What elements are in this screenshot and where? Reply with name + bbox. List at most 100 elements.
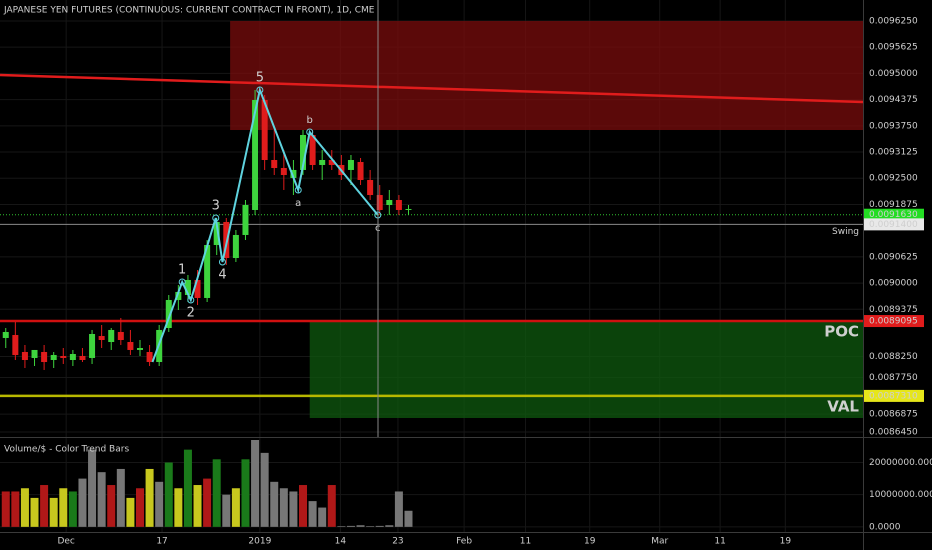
candle-body	[242, 204, 249, 235]
level-label: Swing	[832, 227, 859, 237]
wave-line	[151, 86, 379, 363]
wave-point	[178, 278, 186, 286]
candle-body	[79, 355, 86, 361]
wave-point	[294, 186, 302, 194]
volume-bar	[279, 488, 288, 527]
candle-body	[309, 135, 316, 165]
y-tick-label: 0.0088250	[869, 352, 918, 362]
candle-body	[175, 291, 182, 300]
y-tick-label: 0.0090000	[869, 279, 918, 289]
volume-bar	[68, 491, 77, 527]
x-tick-label: Mar	[651, 537, 668, 547]
price-label-box	[864, 315, 924, 328]
candle-body	[290, 169, 297, 178]
volume-bar	[30, 497, 39, 527]
candle-body	[31, 349, 38, 358]
candle-body	[376, 195, 383, 210]
background-layer	[0, 0, 864, 532]
y-tick-label: 0.0093125	[869, 148, 918, 158]
y-tick-label: 0.0095000	[869, 69, 918, 79]
volume-bar	[116, 468, 125, 527]
volume-bar	[135, 488, 144, 527]
y-tick-label: 0.0086875	[869, 410, 918, 420]
price-label: 0.0091400	[869, 220, 918, 230]
volume-title: Volume/$ - Color Trend Bars	[4, 445, 129, 455]
y-tick-label: 0.0090625	[869, 252, 918, 262]
candle-body	[357, 162, 364, 181]
y-tick-label: 0.0093750	[869, 121, 918, 131]
volume-bar	[299, 485, 308, 527]
zone	[230, 21, 864, 131]
chart-title: JAPANESE YEN FUTURES (CONTINUOUS: CURREN…	[3, 6, 375, 16]
candle-body	[60, 355, 67, 358]
price-label: 0.0091630	[869, 210, 918, 220]
volume-bar	[375, 525, 384, 527]
wave-label: 2	[187, 305, 195, 320]
volume-bar	[126, 497, 135, 527]
candle-body	[367, 180, 374, 196]
x-tick-label: Dec	[57, 537, 74, 547]
volume-bar	[356, 525, 365, 527]
volume-bar	[222, 494, 231, 527]
volume-bar	[404, 510, 413, 527]
y-tick-label: 20000000.0000	[869, 458, 932, 468]
volume-bar	[1, 491, 10, 527]
volume-bar	[174, 488, 183, 527]
y-tick-label: 0.0086450	[869, 427, 918, 437]
volume-bar	[78, 478, 87, 527]
y-tick-label: 0.0096250	[869, 16, 918, 26]
candle-body	[165, 299, 172, 329]
candle-body	[386, 200, 393, 205]
level-label: POC	[824, 323, 859, 341]
candle-body	[194, 279, 201, 298]
x-tick-label: 19	[780, 537, 792, 547]
volume-bar	[318, 507, 327, 527]
y-tick-label: 0.0095625	[869, 43, 918, 53]
candle-body	[204, 245, 211, 298]
y-tick-label: 0.0091875	[869, 200, 918, 210]
candle-body	[319, 159, 326, 165]
wave-label: 5	[256, 71, 264, 86]
x-tick-label: 19	[584, 537, 596, 547]
y-tick-label: 0.0089375	[869, 305, 918, 315]
candle-body	[117, 331, 124, 340]
volume-bar	[97, 472, 106, 527]
wave-point	[256, 86, 264, 94]
volume-bar	[164, 462, 173, 527]
zone	[309, 321, 864, 419]
y-tick-label: 0.0092500	[869, 174, 918, 184]
volume-bar	[308, 501, 317, 527]
volume-bar	[241, 459, 250, 527]
volume-bar	[107, 485, 116, 527]
price-label-box	[864, 218, 924, 231]
volume-bar	[231, 488, 240, 527]
wave-label: 3	[212, 198, 220, 213]
x-tick-label: 2019	[248, 537, 271, 547]
volume-bar	[289, 491, 298, 527]
price-label: 0.0087310	[869, 391, 918, 401]
volume-bar	[145, 468, 154, 527]
y-tick-label: 0.0094375	[869, 95, 918, 105]
volume-bar	[346, 525, 355, 527]
price-label: 0.0089095	[869, 317, 918, 327]
candle-body	[347, 159, 354, 170]
candle-body	[405, 208, 412, 210]
candle-body	[89, 333, 96, 358]
volume-bar	[337, 526, 346, 527]
wave-label: a	[295, 198, 301, 209]
volume-bar	[40, 485, 49, 527]
candle-body	[280, 168, 287, 176]
candle-body	[232, 234, 239, 259]
wave-label: 4	[218, 267, 226, 282]
candle-body	[252, 99, 259, 210]
x-tick-label: 17	[156, 537, 167, 547]
x-tick-label: Feb	[456, 537, 472, 547]
candle-body	[41, 351, 48, 363]
candle-body	[395, 200, 402, 210]
volume-bar	[59, 488, 68, 527]
trendline	[0, 73, 864, 104]
candle-body	[271, 159, 278, 169]
wave-point	[218, 258, 226, 266]
volume-bar	[212, 459, 221, 527]
